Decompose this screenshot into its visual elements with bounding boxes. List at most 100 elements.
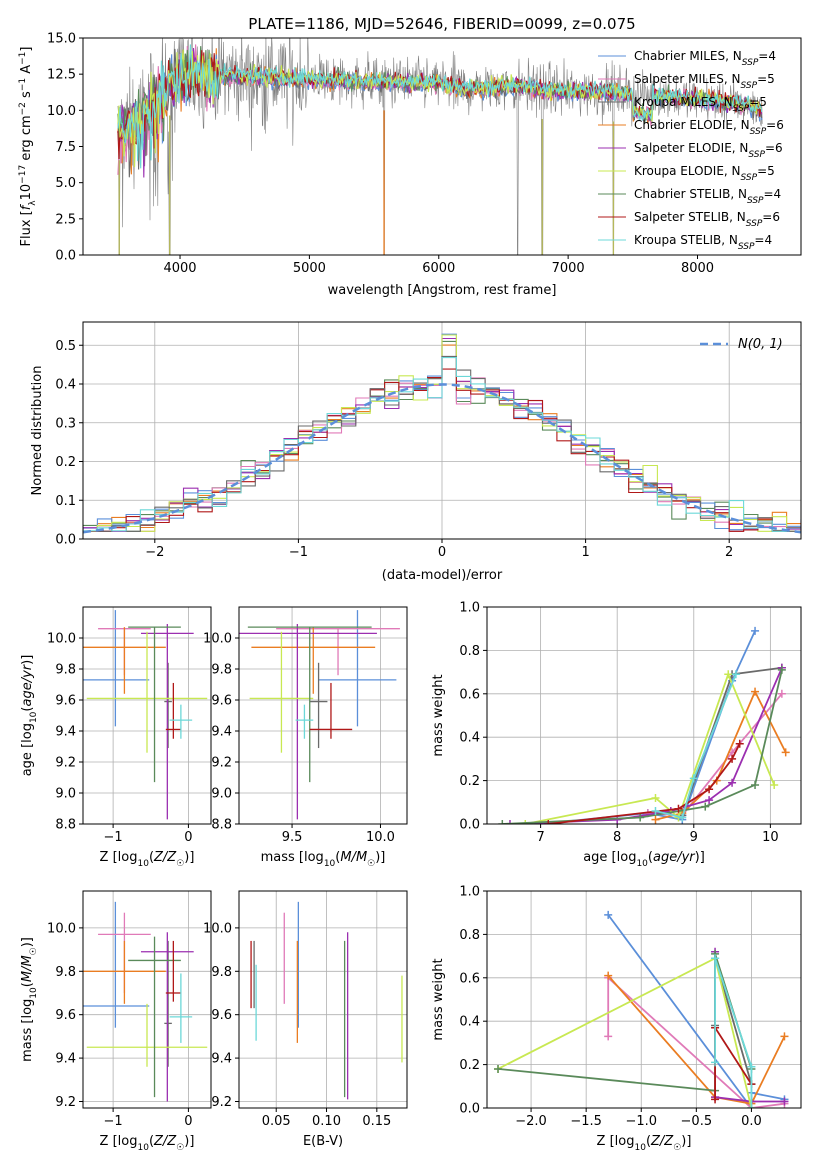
label-part: (	[149, 850, 154, 865]
model-spectrum-8	[117, 44, 763, 169]
label-part: Salpeter MILES, N	[634, 72, 741, 86]
y-tick-label: 15.0	[47, 32, 76, 47]
weight-marker	[651, 806, 660, 815]
x-tick-label: 10	[762, 830, 779, 845]
label-part: erg cm	[19, 115, 34, 164]
label-part: Chabrier STELIB, N	[634, 187, 747, 201]
x-tick-label: 0	[438, 545, 446, 560]
x-tick-label: 9	[690, 830, 698, 845]
y-tick-label: 9.6	[211, 1008, 232, 1023]
weight-marker	[770, 780, 779, 789]
y-tick-label: 5.0	[55, 176, 76, 191]
weight-marker	[747, 1062, 756, 1071]
label-part: SSP	[750, 127, 767, 137]
label-part: (	[20, 982, 35, 987]
weight-marker	[751, 780, 760, 789]
label-part: )]	[20, 937, 35, 947]
x-tick-label: 0.05	[262, 1114, 291, 1129]
y-tick-label: 0.4	[459, 731, 480, 746]
panel-age-vs-mass: 9.5 10.0 8.8 9.0 9.2 9.4 9.6 9.8 10.0 mass [log10…	[203, 606, 408, 869]
y-tick-label: 9.6	[55, 1008, 76, 1023]
label-part: Z/Z	[153, 850, 177, 865]
y-tick-label: 2.5	[55, 212, 76, 227]
panel-mass-vs-z: −1 09.29.49.69.810.0Z [log10(Z/Z☉)]mass […	[20, 890, 212, 1153]
y-tick-label: 0.2	[55, 455, 76, 470]
label-part: =4	[754, 233, 772, 247]
label-part: −2	[18, 102, 28, 115]
y-tick-label: 1.0	[459, 885, 480, 900]
plot-area	[83, 901, 208, 1102]
label-part: SSP	[733, 104, 750, 114]
figure-title: PLATE=1186, MJD=52646, FIBERID=0099, z=0…	[248, 15, 635, 33]
label-part: Salpeter STELIB, N	[634, 210, 746, 224]
weight-series-8	[714, 958, 753, 1108]
weight-marker	[747, 1104, 756, 1108]
label-part: (	[646, 1134, 651, 1149]
y-tick-label: 0.8	[459, 644, 480, 659]
x-tick-label: 8	[613, 830, 621, 845]
weight-marker	[604, 1032, 613, 1041]
label-part: ☉	[367, 859, 375, 869]
label-part: )]	[681, 1134, 691, 1149]
label-part: age [log	[583, 850, 636, 865]
label-part: SSP	[747, 196, 764, 206]
x-tick-label: 1	[581, 545, 589, 560]
weight-marker	[711, 954, 720, 963]
y-tick-label: 0.6	[459, 971, 480, 986]
legend-entry: Chabrier ELODIE, NSSP=6	[634, 118, 784, 137]
label-part: Z [log	[100, 850, 138, 865]
label-part: −1	[18, 52, 28, 65]
y-tick-label: 12.5	[47, 68, 76, 83]
label-part: λ	[28, 200, 38, 206]
legend-entry: N(0, 1)	[738, 337, 783, 352]
x-tick-label: 7	[536, 830, 544, 845]
weight-marker	[705, 785, 714, 794]
label-part: 10	[19, 184, 34, 201]
label-part: SSP	[738, 242, 755, 252]
label-part: ☉	[176, 1143, 184, 1153]
y-tick-label: 0.0	[55, 249, 76, 264]
weight-marker	[777, 689, 786, 698]
label-part: ☉	[673, 1143, 681, 1153]
label-part: SSP	[742, 58, 759, 68]
weight-marker	[780, 1032, 789, 1041]
y-tick-label: 0.3	[55, 416, 76, 431]
x-axis-label: mass [log10(M/M☉)]	[261, 850, 386, 869]
weight-marker	[711, 1058, 720, 1067]
y-axis-label: mass [log10(M/M☉)]	[20, 937, 39, 1062]
label-part: )]	[695, 850, 705, 865]
x-tick-label: 9.5	[282, 830, 303, 845]
plot-area	[83, 333, 801, 534]
label-part: SSP	[741, 81, 758, 91]
x-tick-label: 2	[725, 545, 733, 560]
label-part: age/yr	[20, 663, 35, 706]
y-tick-label: 9.2	[211, 1095, 232, 1110]
y-tick-label: 0.4	[459, 1015, 480, 1030]
label-part: =4	[764, 187, 782, 201]
label-part: )]	[375, 850, 385, 865]
label-part: ☉	[29, 947, 39, 955]
weight-series-5	[497, 956, 753, 1108]
label-part: )]	[184, 850, 194, 865]
label-part: mass weight	[431, 958, 446, 1040]
x-axis-label: Z [log10(Z/Z☉)]	[100, 850, 195, 869]
plot-area	[250, 901, 403, 1100]
weight-series-3	[607, 975, 786, 1105]
y-tick-label: 9.2	[55, 756, 76, 771]
label-part: SSP	[748, 150, 765, 160]
y-tick-label: 9.0	[55, 787, 76, 802]
plot-area	[83, 610, 208, 820]
y-axis-label: age [log10(age/yr)]	[20, 655, 39, 777]
plot-area	[494, 910, 789, 1108]
panel-weight-vs-z: −2.0 −1.5 −1.0 −0.5 0.0 0.0 0.2 0.4 0.6 0.8 1.0 Z […	[431, 885, 802, 1153]
label-part: Z/Z	[650, 1134, 674, 1149]
label-part: Salpeter ELODIE, N	[634, 141, 748, 155]
panel-mass-vs-ebv: 0.05 0.10 0.15 9.2 9.4 9.6 9.8 10.0 E(B-V)	[203, 890, 408, 1149]
x-tick-label: −1.0	[625, 1114, 657, 1129]
label-part: =5	[749, 95, 767, 109]
legend-entry: Chabrier STELIB, NSSP=4	[634, 187, 781, 206]
weight-marker	[728, 778, 737, 787]
label-part: 10	[636, 859, 648, 869]
